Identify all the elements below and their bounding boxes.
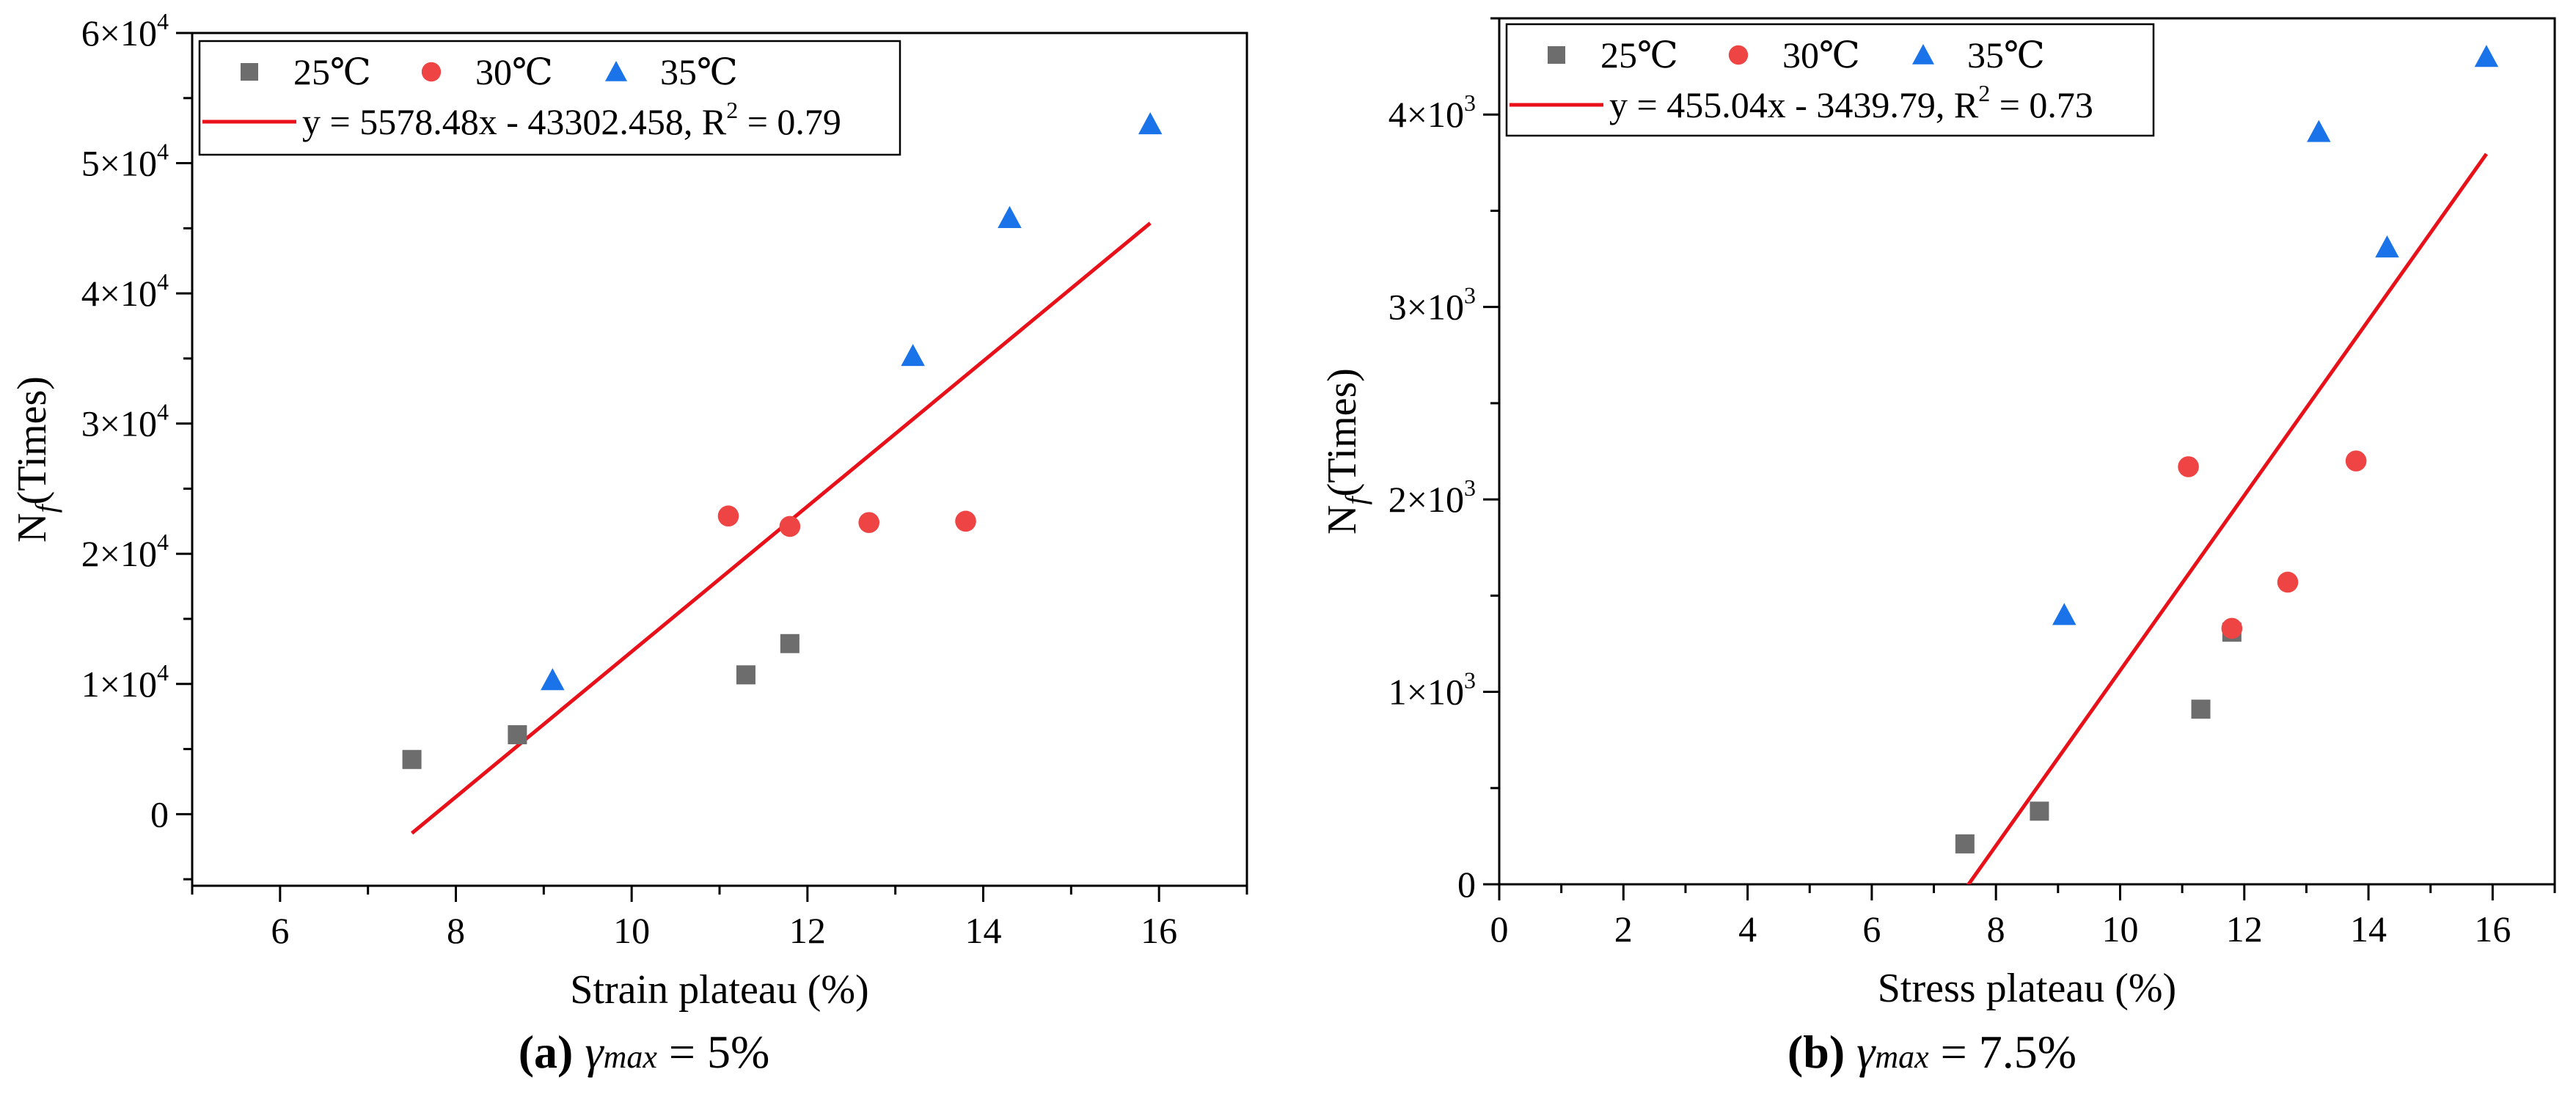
legend-marker-square xyxy=(1548,46,1565,64)
plot-area-b xyxy=(1955,45,2499,884)
chart-b: 0 2 4 6 8 10 12 14 16 0 1×103 2×103 3×103 4×103 Stress… xyxy=(1320,17,2556,1011)
data-point-triangle xyxy=(2052,603,2076,625)
data-point-triangle xyxy=(541,668,565,691)
data-point-triangle xyxy=(998,205,1022,228)
x-tick-label: 14 xyxy=(965,910,1002,951)
caption-a: (a) γmax = 5% xyxy=(0,1019,1288,1090)
x-tick-label: 10 xyxy=(613,910,650,951)
legend-marker-circle xyxy=(421,62,442,82)
y-axis-label: Nf(Times) xyxy=(1320,368,1372,535)
data-point-square xyxy=(2030,801,2049,821)
legend-fit-label: y = 455.04x - 3439.79, R2 = 0.73 xyxy=(1609,80,2093,125)
data-point-circle xyxy=(2277,571,2299,593)
data-point-circle xyxy=(2221,617,2243,639)
data-point-square xyxy=(736,665,755,685)
data-point-square xyxy=(402,749,422,769)
x-tick-label: 6 xyxy=(271,910,289,951)
x-tick-label: 14 xyxy=(2350,908,2387,950)
y-tick-label: 2×104 xyxy=(81,529,169,574)
x-tick-label: 12 xyxy=(2226,908,2263,950)
chart-a: 6 8 10 12 14 16 0 1×104 2×104 3×104 4×104 5×104 6×10… xyxy=(10,8,1248,1013)
legend-marker-square xyxy=(241,63,258,81)
data-point-triangle xyxy=(1138,112,1163,135)
x-tick-label: 8 xyxy=(447,910,465,951)
y-tick-label: 6×104 xyxy=(81,8,169,54)
x-tick-label: 4 xyxy=(1738,908,1757,950)
legend-marker-triangle xyxy=(605,61,627,81)
legend-label: 30℃ xyxy=(475,51,553,92)
legend-label: 25℃ xyxy=(293,51,371,92)
data-point-triangle xyxy=(2375,235,2399,258)
caption-b: (b) γmax = 7.5% xyxy=(1288,1019,2576,1090)
data-point-circle xyxy=(779,515,801,537)
plot-frame-b xyxy=(1498,17,2556,886)
y-tick-label: 3×103 xyxy=(1388,282,1476,328)
caption-b-subscript: max xyxy=(1875,1039,1929,1075)
y-axis-label: Nf(Times) xyxy=(10,376,62,543)
legend-fit-label: y = 5578.48x - 43302.458, R2 = 0.79 xyxy=(302,97,841,142)
y-tick-label: 3×104 xyxy=(81,399,169,444)
plot-area-a xyxy=(402,112,1163,835)
legend-label: 25℃ xyxy=(1600,34,1678,76)
caption-a-label: (a) xyxy=(518,1026,574,1078)
data-point-square xyxy=(2191,700,2211,719)
legend-label: 35℃ xyxy=(660,51,738,92)
caption-b-symbol: γ xyxy=(1856,1026,1876,1078)
y-tick-label: 0 xyxy=(1457,864,1476,905)
data-point-triangle xyxy=(2474,45,2499,67)
x-tick-label: 0 xyxy=(1490,908,1509,950)
data-point-circle xyxy=(717,505,739,527)
legend-marker-circle xyxy=(1728,45,1749,65)
y-tick-label: 5×104 xyxy=(81,139,169,184)
legend-marker-triangle xyxy=(1912,44,1934,65)
x-tick-label: 16 xyxy=(2474,908,2511,950)
x-axis-label: Stress plateau (%) xyxy=(1878,966,2176,1011)
fit-line xyxy=(1966,153,2488,884)
caption-a-symbol: γ xyxy=(585,1026,604,1078)
data-point-triangle xyxy=(901,344,925,367)
legend-a: 25℃ 30℃ 35℃ y = 5578.48x - 43302.458, R2 = … xyxy=(198,40,901,156)
x-tick-label: 12 xyxy=(789,910,826,951)
y-tick-label: 4×103 xyxy=(1388,89,1476,135)
data-point-circle xyxy=(2178,456,2199,477)
x-tick-label: 10 xyxy=(2101,908,2138,950)
y-tick-label: 2×103 xyxy=(1388,474,1476,520)
legend-box xyxy=(1505,23,2155,137)
caption-a-value: = 5% xyxy=(656,1026,770,1078)
y-tick-label: 0 xyxy=(150,793,169,834)
caption-a-subscript: max xyxy=(603,1039,657,1075)
data-point-square xyxy=(780,634,799,653)
caption-b-value: = 7.5% xyxy=(1928,1026,2077,1078)
panel-b: 0 2 4 6 8 10 12 14 16 0 1×103 2×103 3×103 4×103 Stress… xyxy=(1288,0,2576,1105)
panel-a: 6 8 10 12 14 16 0 1×104 2×104 3×104 4×104 5×104 6×10… xyxy=(0,8,1288,1090)
data-point-triangle xyxy=(2307,120,2331,142)
data-point-circle xyxy=(2345,450,2367,471)
data-point-circle xyxy=(858,512,880,533)
x-tick-label: 8 xyxy=(1987,908,2005,950)
x-tick-label: 6 xyxy=(1862,908,1881,950)
legend-b: 25℃ 30℃ 35℃y = 455.04x - 3439.79, R2 = 0.7… xyxy=(1505,23,2155,137)
plot-frame-a xyxy=(191,32,1248,887)
legend-label: 30℃ xyxy=(1782,34,1860,76)
y-tick-label: 1×104 xyxy=(81,659,169,705)
caption-b-label: (b) xyxy=(1787,1026,1845,1078)
data-point-square xyxy=(508,725,527,745)
data-point-circle xyxy=(955,510,976,532)
legend-box xyxy=(198,40,901,156)
x-tick-label: 2 xyxy=(1614,908,1633,950)
x-axis-label: Strain plateau (%) xyxy=(570,967,868,1013)
x-tick-label: 16 xyxy=(1141,910,1177,951)
y-tick-label: 4×104 xyxy=(81,268,169,314)
data-point-square xyxy=(1955,834,1975,853)
y-tick-label: 1×103 xyxy=(1388,667,1476,713)
legend-label: 35℃ xyxy=(1967,34,2045,76)
